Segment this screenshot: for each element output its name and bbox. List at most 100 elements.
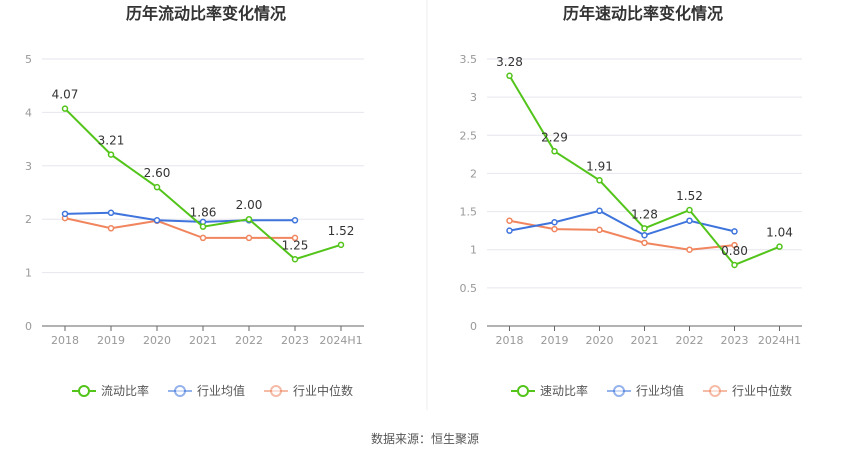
data-point-avg xyxy=(641,231,648,239)
y-tick-label: 0.5 xyxy=(460,282,478,295)
x-tick-label: 2019 xyxy=(541,334,569,347)
legend-item-median[interactable]: 行业中位数 xyxy=(703,383,792,398)
legend-item-avg[interactable]: 行业均值 xyxy=(168,383,245,398)
source-note: 数据来源：恒生聚源 xyxy=(370,432,479,446)
x-tick-label: 2022 xyxy=(235,334,263,347)
data-label: 3.21 xyxy=(98,134,125,148)
series-line-median xyxy=(64,217,295,239)
data-label: 1.52 xyxy=(328,224,355,238)
legend-marker xyxy=(613,385,625,397)
y-tick-label: 2.5 xyxy=(460,129,478,142)
x-tick-label: 2021 xyxy=(189,334,217,347)
data-label: 1.25 xyxy=(282,238,309,252)
data-point-median xyxy=(641,239,648,247)
y-tick-label: 1 xyxy=(25,267,32,280)
legend-label: 行业中位数 xyxy=(293,383,353,398)
legend-label: 行业均值 xyxy=(636,383,684,398)
data-label: 2.29 xyxy=(541,130,568,144)
data-label: 0.80 xyxy=(721,244,748,258)
y-tick-label: 3 xyxy=(25,160,32,173)
x-tick-label: 2019 xyxy=(97,334,125,347)
data-point-avg xyxy=(291,217,299,224)
data-point-median xyxy=(199,234,207,242)
data-point-main xyxy=(686,206,693,214)
legend-label: 流动比率 xyxy=(101,383,149,398)
x-tick-label: 2023 xyxy=(721,334,749,347)
legend-item-median[interactable]: 行业中位数 xyxy=(264,383,353,398)
legend-marker xyxy=(78,385,90,397)
y-tick-label: 3 xyxy=(470,91,477,104)
x-tick-label: 2023 xyxy=(281,334,309,347)
data-label: 1.52 xyxy=(676,189,703,203)
data-point-main xyxy=(61,105,69,112)
series-line-avg xyxy=(509,209,735,237)
chart-title: 历年流动比率变化情况 xyxy=(126,4,286,23)
y-tick-label: 0 xyxy=(25,320,32,333)
data-point-median xyxy=(506,217,513,224)
data-point-avg xyxy=(551,219,558,226)
legend-marker xyxy=(709,385,721,397)
data-point-main xyxy=(291,256,299,263)
data-point-median xyxy=(245,234,253,242)
y-tick-label: 2 xyxy=(25,213,32,226)
data-point-main xyxy=(551,148,558,155)
data-point-main xyxy=(596,177,603,184)
series-line-median xyxy=(509,219,735,251)
x-tick-label: 2018 xyxy=(51,334,79,347)
y-tick-label: 1.5 xyxy=(460,206,478,219)
series-line-avg xyxy=(64,211,295,223)
data-point-avg xyxy=(107,209,115,217)
data-point-main xyxy=(731,261,738,269)
legend-marker xyxy=(517,385,529,397)
y-tick-label: 2 xyxy=(470,167,477,180)
x-tick-label: 2022 xyxy=(676,334,704,347)
legend-item-main[interactable]: 速动比率 xyxy=(511,383,588,398)
data-point-avg xyxy=(596,207,603,215)
data-point-median xyxy=(596,226,603,234)
data-point-avg xyxy=(61,210,69,218)
legend-label: 速动比率 xyxy=(540,383,588,398)
legend-label: 行业中位数 xyxy=(732,383,792,398)
data-point-median xyxy=(686,246,693,253)
legend-item-main[interactable]: 流动比率 xyxy=(72,383,149,398)
chart-title: 历年速动比率变化情况 xyxy=(563,4,723,23)
x-tick-label: 2020 xyxy=(586,334,614,347)
data-point-median xyxy=(291,234,299,242)
data-label: 2.60 xyxy=(144,166,171,180)
data-point-main xyxy=(245,215,253,223)
legend-label: 行业均值 xyxy=(197,383,245,398)
data-point-median xyxy=(107,225,115,232)
data-point-main xyxy=(337,241,345,249)
y-tick-label: 0 xyxy=(470,320,477,333)
data-point-avg xyxy=(506,227,513,234)
legend-marker xyxy=(174,385,186,397)
legend-item-avg[interactable]: 行业均值 xyxy=(607,383,684,398)
data-point-avg xyxy=(686,217,693,224)
x-tick-label: 2021 xyxy=(631,334,659,347)
legend-marker xyxy=(270,385,282,397)
data-label: 1.04 xyxy=(766,226,793,240)
y-tick-label: 3.5 xyxy=(460,53,478,66)
data-label: 1.86 xyxy=(190,206,217,220)
x-tick-label: 2024H1 xyxy=(319,334,362,347)
x-tick-label: 2018 xyxy=(496,334,524,347)
y-tick-label: 1 xyxy=(470,244,477,257)
data-point-main xyxy=(506,72,513,80)
data-point-main xyxy=(107,151,115,158)
data-point-avg xyxy=(731,228,738,235)
x-tick-label: 2024H1 xyxy=(758,334,801,347)
data-point-median xyxy=(731,241,738,249)
data-label: 4.07 xyxy=(52,88,79,102)
data-point-median xyxy=(551,225,558,233)
chart-1: 历年流动比率变化情况 0 1 2 3 4 5 2018 2019 2020 2021 2022 2023… xyxy=(25,4,364,398)
y-tick-label: 5 xyxy=(25,53,32,66)
data-point-main xyxy=(641,225,648,232)
data-label: 3.28 xyxy=(496,55,523,69)
x-tick-label: 2020 xyxy=(143,334,171,347)
data-label: 1.91 xyxy=(586,159,613,173)
data-label: 2.00 xyxy=(236,198,263,212)
data-point-main xyxy=(153,183,161,191)
y-tick-label: 4 xyxy=(25,106,32,119)
